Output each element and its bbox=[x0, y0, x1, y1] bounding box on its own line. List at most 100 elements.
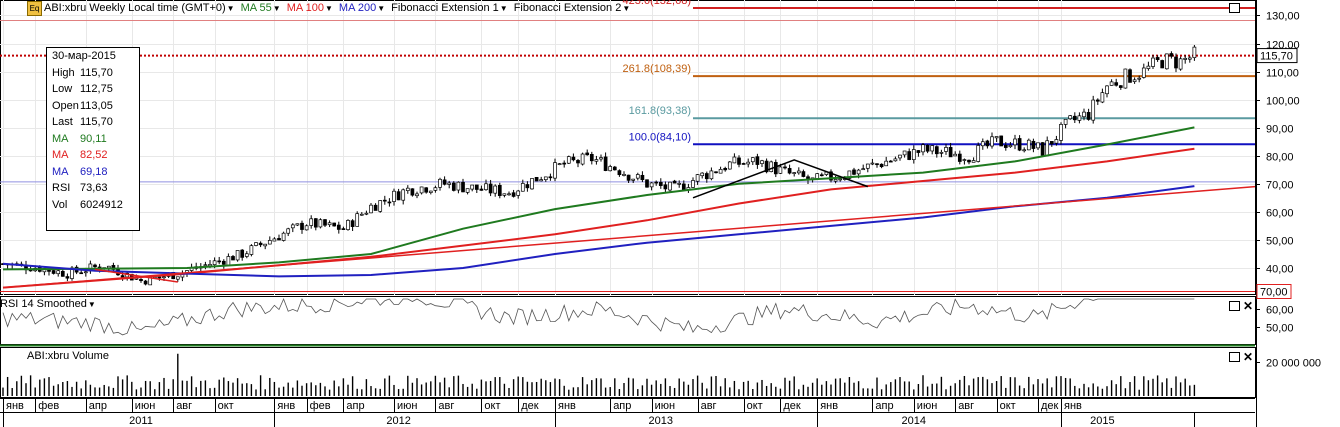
candle-body bbox=[493, 185, 498, 194]
fib1-menu[interactable]: Fibonacci Extension 1▼ bbox=[391, 2, 508, 14]
candle-body bbox=[718, 168, 723, 174]
year-label: 2014 bbox=[902, 415, 926, 427]
candle-body bbox=[286, 228, 291, 234]
candle-body bbox=[930, 145, 935, 152]
candle-body bbox=[985, 140, 990, 147]
candle-body bbox=[815, 173, 820, 179]
info-value: 115,70 bbox=[80, 66, 113, 79]
info-row-ma: MA 82,52 bbox=[47, 147, 139, 164]
candle-body bbox=[382, 199, 387, 202]
maximize-rsi-panel-button[interactable] bbox=[1229, 301, 1240, 311]
candle-body bbox=[451, 182, 456, 191]
candle-body bbox=[79, 272, 84, 275]
candle-body bbox=[240, 249, 245, 258]
candle-body bbox=[392, 190, 396, 202]
candle-body bbox=[819, 174, 824, 177]
info-row-ma: MA 69,18 bbox=[47, 164, 139, 181]
candle-body bbox=[488, 183, 493, 194]
rsi-tick-label: 60,00 bbox=[1266, 305, 1294, 317]
ma100-menu[interactable]: MA 100▼ bbox=[287, 2, 333, 14]
candle-body bbox=[525, 184, 530, 189]
month-label: дек bbox=[1041, 400, 1059, 412]
candle-body bbox=[1100, 92, 1105, 103]
candle-body bbox=[318, 219, 323, 228]
candle-body bbox=[902, 150, 907, 156]
candle-body bbox=[796, 170, 801, 174]
candle-body bbox=[83, 271, 88, 274]
month-label: фев bbox=[38, 400, 59, 412]
month-label: апр bbox=[875, 400, 893, 412]
candle-body bbox=[369, 204, 373, 214]
last-price-box bbox=[1256, 48, 1298, 64]
fib2-menu[interactable]: Fibonacci Extension 2▼ bbox=[514, 2, 631, 14]
ma200-menu[interactable]: MA 200▼ bbox=[339, 2, 385, 14]
candle-body bbox=[162, 276, 166, 279]
candle-body bbox=[1118, 85, 1123, 88]
candle-body bbox=[990, 136, 994, 147]
candle-body bbox=[967, 159, 971, 163]
candle-body bbox=[617, 170, 622, 176]
candle-body bbox=[447, 182, 452, 185]
axes: 130,00120,00110,00100,0090,0080,0070,006… bbox=[0, 11, 1321, 427]
candle-body bbox=[1031, 140, 1036, 149]
month-label: авг bbox=[701, 400, 717, 412]
rsi-panel-frame bbox=[0, 296, 1256, 345]
ma55-menu[interactable]: MA 55▼ bbox=[241, 2, 281, 14]
grid bbox=[0, 0, 1257, 427]
fib-level-label: 423.6(132,68) bbox=[623, 0, 692, 7]
price-panel[interactable]: 423.6(132,68) 261.8(108,39) 161.8(93,38) 10… bbox=[0, 0, 1256, 289]
candle-body bbox=[56, 270, 61, 275]
candle-body bbox=[884, 160, 889, 167]
candle-body bbox=[603, 156, 608, 171]
price-tick-label: 40,00 bbox=[1266, 264, 1294, 276]
candle-body bbox=[635, 174, 640, 179]
candle-body bbox=[497, 185, 502, 196]
candle-body bbox=[1063, 118, 1068, 125]
info-row-low: Low 112,75 bbox=[47, 81, 139, 98]
info-value: 69,18 bbox=[80, 165, 108, 178]
candle-body bbox=[1026, 139, 1031, 151]
candle-body bbox=[755, 156, 760, 165]
volume-title: ABI:xbru Volume bbox=[27, 350, 109, 362]
candle-body bbox=[442, 179, 447, 185]
info-row-last: Last 115,70 bbox=[47, 114, 139, 131]
candle-body bbox=[1017, 138, 1022, 151]
rsi-title-menu[interactable]: RSI 14 Smoothed▼ bbox=[0, 298, 96, 310]
volume-panel[interactable] bbox=[2, 353, 1196, 396]
candle-body bbox=[258, 242, 263, 246]
info-row-ma: MA 90,11 bbox=[47, 131, 139, 148]
year-label: 2012 bbox=[386, 415, 410, 427]
month-label: дек bbox=[783, 400, 801, 412]
close-volume-panel-icon[interactable]: ✕ bbox=[1243, 350, 1254, 364]
candle-body bbox=[1013, 138, 1017, 146]
month-label: авг bbox=[958, 400, 974, 412]
dropdown-arrow-icon: ▼ bbox=[499, 4, 508, 13]
rsi-panel[interactable] bbox=[0, 291, 1255, 336]
candle-body bbox=[668, 181, 672, 191]
price-tick-label: 100,00 bbox=[1266, 96, 1300, 108]
info-value: 115,70 bbox=[80, 116, 113, 128]
month-label: янв bbox=[558, 400, 576, 412]
dropdown-arrow-icon: ▼ bbox=[272, 4, 281, 13]
candle-body bbox=[852, 169, 856, 175]
close-rsi-panel-icon[interactable]: ✕ bbox=[1243, 299, 1254, 313]
maximize-volume-panel-button[interactable] bbox=[1229, 352, 1240, 362]
rsi-level-label: 70,00 bbox=[1260, 287, 1288, 299]
last-price-label: 115,70 bbox=[1260, 51, 1293, 63]
candle-body bbox=[1049, 141, 1054, 145]
candle-body bbox=[948, 147, 953, 158]
candle-body bbox=[346, 220, 350, 231]
chart-toolbar: Eq ABI:xbru Weekly Local time (GMT+0)▼ M… bbox=[0, 0, 1255, 16]
candle-body bbox=[484, 183, 488, 191]
maximize-price-panel-button[interactable] bbox=[1229, 3, 1240, 13]
candle-body bbox=[364, 212, 369, 215]
info-value: 6024912 bbox=[80, 198, 123, 211]
symbol-menu[interactable]: ABI:xbru Weekly Local time (GMT+0)▼ bbox=[44, 2, 235, 14]
candle-body bbox=[396, 191, 401, 201]
rsi-level-box bbox=[1256, 284, 1292, 299]
candle-body bbox=[415, 193, 419, 197]
equity-icon[interactable]: Eq bbox=[27, 0, 42, 16]
candle-body bbox=[208, 264, 212, 267]
candle-body bbox=[511, 192, 516, 197]
candle-body bbox=[507, 193, 511, 196]
